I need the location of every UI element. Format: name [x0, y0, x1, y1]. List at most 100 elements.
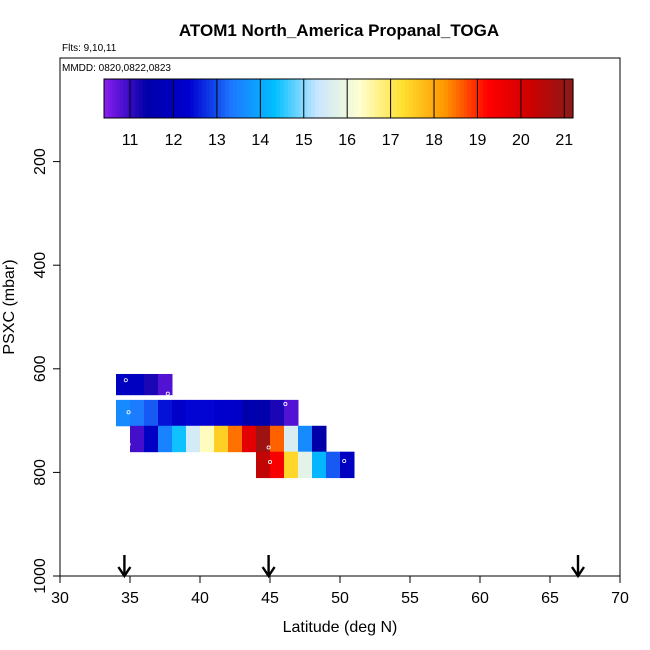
- heatmap-cell: [284, 399, 299, 427]
- colorbar-segment: [432, 79, 437, 118]
- colorbar-segment: [311, 79, 316, 118]
- heatmap-cell: [270, 399, 285, 427]
- heatmap-cell: [144, 399, 159, 427]
- colorbar-segment: [248, 79, 254, 118]
- chart-title: ATOM1 North_America Propanal_TOGA: [179, 21, 499, 40]
- colorbar-segment: [401, 79, 406, 118]
- colorbar-segment: [111, 79, 117, 118]
- colorbar-segment: [358, 79, 363, 118]
- colorbar-segment: [533, 79, 539, 118]
- heatmap-cell: [256, 425, 271, 453]
- colorbar-segment: [342, 79, 347, 118]
- colorbar-segment: [115, 79, 121, 118]
- colorbar-segment: [479, 79, 484, 118]
- colorbar-segment: [232, 79, 238, 118]
- sample-marker: [126, 442, 131, 447]
- heatmap-cell: [130, 399, 145, 427]
- heatmap-cell: [158, 399, 173, 427]
- heatmap-cell: [228, 425, 243, 453]
- colorbar-segment: [369, 79, 375, 118]
- heatmap-cell: [130, 425, 145, 453]
- colorbar-tick-label: 20: [512, 132, 530, 149]
- colorbar-segment: [350, 79, 355, 118]
- colorbar-segment: [139, 79, 144, 118]
- colorbar-segment: [553, 79, 558, 118]
- colorbar-segment: [436, 79, 441, 118]
- heatmap-cell: [200, 399, 215, 427]
- colorbar-tick-label: 15: [295, 132, 313, 149]
- colorbar-segment: [424, 79, 429, 118]
- colorbar-segment: [365, 79, 371, 118]
- flights-label: Flts: 9,10,11: [62, 43, 117, 54]
- colorbar-segment: [225, 79, 230, 118]
- colorbar-segment: [205, 79, 211, 118]
- colorbar-segment: [537, 79, 543, 118]
- colorbar-segment: [252, 79, 258, 118]
- colorbar-segment: [315, 79, 320, 118]
- heatmap-cell: [158, 425, 173, 453]
- colorbar-segment: [213, 79, 218, 118]
- heatmap-cell: [158, 373, 173, 396]
- colorbar-segment: [467, 79, 472, 118]
- colorbar-segment: [299, 79, 304, 118]
- y-axis-title: PSXC (mbar): [1, 259, 18, 354]
- colorbar-segment: [221, 79, 226, 118]
- colorbar-segment: [565, 79, 570, 118]
- colorbar-segment: [346, 79, 351, 118]
- colorbar-segment: [381, 79, 386, 118]
- colorbar-frame: [103, 78, 574, 119]
- colorbar-segment: [107, 79, 113, 118]
- colorbar-segment: [143, 79, 148, 118]
- heatmap-cell: [242, 399, 257, 427]
- x-tick-label: 50: [331, 590, 349, 607]
- colorbar-segment: [186, 79, 191, 118]
- colorbar-segment: [408, 79, 414, 118]
- heatmap-cell: [116, 399, 131, 427]
- colorbar-tick-label: 12: [165, 132, 183, 149]
- colorbar-segment: [416, 79, 422, 118]
- colorbar-segment: [240, 79, 246, 118]
- colorbar-segment: [104, 79, 109, 118]
- y-tick-label: 400: [32, 252, 49, 279]
- heatmap-cell: [312, 451, 327, 479]
- colorbar-segment: [322, 79, 328, 118]
- heatmap-cell: [144, 425, 159, 453]
- colorbar-segment: [189, 79, 195, 118]
- heatmap-cell: [144, 373, 159, 396]
- colorbar-segment: [236, 79, 242, 118]
- colorbar-segment: [279, 79, 285, 118]
- flight-arrows: [117, 555, 585, 579]
- colorbar-segment: [291, 79, 297, 118]
- y-axis: 200 400 600 800 1000: [32, 148, 60, 594]
- colorbar-segment: [561, 79, 566, 118]
- heatmap-cell: [172, 425, 187, 453]
- heatmap-cell: [214, 425, 229, 453]
- heatmap-cell: [298, 451, 313, 479]
- colorbar-segment: [131, 79, 136, 118]
- heatmap-cell: [312, 425, 327, 453]
- colorbar-segment: [385, 79, 390, 118]
- colorbar-segment: [330, 79, 336, 118]
- colorbar-tick-label: 19: [469, 132, 487, 149]
- colorbar-segment: [459, 79, 465, 118]
- colorbar-tick-label: 16: [338, 132, 356, 149]
- heatmap-cell: [326, 451, 341, 479]
- colorbar-segment: [373, 79, 379, 118]
- colorbar-segment: [412, 79, 418, 118]
- heatmap-cell: [284, 451, 299, 479]
- colorbar-segment: [428, 79, 433, 118]
- colorbar-segment: [303, 79, 308, 118]
- x-tick-label: 60: [471, 590, 489, 607]
- colorbar-segment: [201, 79, 207, 118]
- colorbar-segment: [338, 79, 344, 118]
- colorbar-segment: [166, 79, 172, 118]
- colorbar-segment: [146, 79, 152, 118]
- colorbar-segment: [154, 79, 160, 118]
- colorbar-segment: [444, 79, 449, 118]
- colorbar-segment: [264, 79, 269, 118]
- x-tick-label: 65: [541, 590, 559, 607]
- colorbar-segment: [182, 79, 187, 118]
- colorbar-segment: [490, 79, 496, 118]
- heatmap-cell: [256, 451, 271, 479]
